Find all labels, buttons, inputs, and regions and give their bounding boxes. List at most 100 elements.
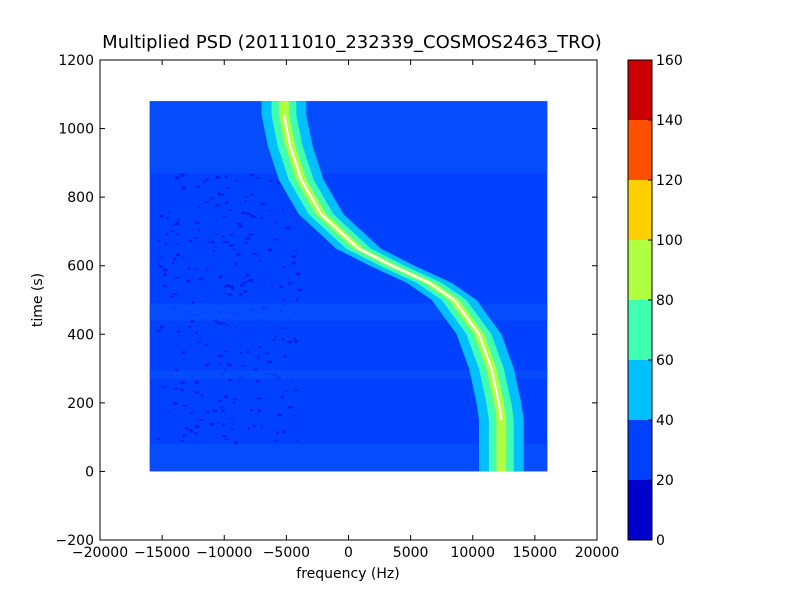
noise-speck bbox=[277, 181, 280, 185]
noise-speck bbox=[173, 387, 179, 390]
noise-speck bbox=[257, 355, 260, 359]
noise-speck bbox=[474, 214, 478, 216]
noise-speck bbox=[468, 261, 471, 264]
noise-speck bbox=[517, 181, 523, 183]
noise-speck bbox=[501, 187, 506, 190]
noise-speck bbox=[461, 287, 464, 290]
noise-speck bbox=[259, 259, 262, 262]
noise-speck bbox=[252, 253, 257, 255]
noise-speck bbox=[502, 295, 507, 298]
noise-speck bbox=[173, 293, 179, 295]
noise-speck bbox=[465, 271, 469, 274]
colorbar-segment bbox=[628, 300, 652, 360]
noise-speck bbox=[511, 291, 517, 294]
noise-speck bbox=[508, 228, 511, 231]
colorbar-tick-label: 140 bbox=[656, 113, 683, 129]
noise-speck bbox=[449, 184, 452, 187]
x-tick-label: 0 bbox=[344, 545, 353, 561]
noise-speck bbox=[524, 282, 528, 284]
noise-speck bbox=[496, 275, 500, 279]
noise-speck bbox=[475, 266, 479, 269]
noise-speck bbox=[274, 439, 279, 442]
quiet-patch bbox=[155, 173, 303, 445]
noise-speck bbox=[520, 247, 526, 251]
noise-speck bbox=[456, 186, 461, 189]
noise-speck bbox=[487, 281, 491, 283]
noise-speck bbox=[506, 233, 511, 237]
noise-speck bbox=[484, 221, 489, 224]
noise-speck bbox=[478, 226, 481, 228]
noise-speck bbox=[295, 439, 299, 441]
noise-speck bbox=[504, 207, 508, 209]
noise-speck bbox=[175, 276, 180, 279]
noise-speck bbox=[473, 255, 477, 259]
y-axis-label: time (s) bbox=[30, 273, 46, 327]
noise-speck bbox=[163, 268, 167, 272]
noise-speck bbox=[453, 266, 457, 268]
noise-speck bbox=[516, 252, 521, 255]
noise-speck bbox=[212, 250, 215, 252]
noise-speck bbox=[486, 260, 492, 262]
noise-speck bbox=[508, 235, 512, 238]
noise-speck bbox=[260, 425, 263, 429]
noise-speck bbox=[274, 221, 278, 224]
noise-speck bbox=[507, 241, 512, 244]
noise-speck bbox=[225, 201, 229, 204]
noise-speck bbox=[265, 352, 270, 355]
noise-speck bbox=[489, 222, 492, 225]
noise-speck bbox=[182, 434, 186, 437]
y-tick-label: 200 bbox=[67, 396, 94, 412]
noise-speck bbox=[489, 298, 495, 301]
noise-speck bbox=[501, 205, 504, 208]
noise-speck bbox=[229, 244, 234, 247]
noise-speck bbox=[258, 346, 262, 348]
noise-speck bbox=[281, 208, 285, 210]
noise-speck bbox=[175, 176, 180, 180]
colorbar-tick-label: 20 bbox=[656, 473, 674, 489]
noise-speck bbox=[459, 248, 464, 250]
noise-speck bbox=[288, 406, 293, 409]
noise-speck bbox=[187, 267, 191, 270]
noise-speck bbox=[296, 298, 299, 301]
noise-speck bbox=[285, 390, 288, 392]
noise-speck bbox=[236, 222, 242, 225]
noise-speck bbox=[512, 232, 517, 235]
noise-speck bbox=[525, 234, 529, 237]
noise-speck bbox=[197, 206, 201, 208]
noise-speck bbox=[501, 287, 505, 291]
noise-speck bbox=[481, 226, 485, 229]
noise-speck bbox=[242, 281, 247, 285]
noise-speck bbox=[283, 355, 287, 358]
noise-speck bbox=[461, 216, 466, 218]
y-tick-label: 800 bbox=[67, 190, 94, 206]
noise-speck bbox=[486, 267, 490, 269]
noise-speck bbox=[221, 424, 226, 426]
noise-speck bbox=[520, 295, 524, 297]
noise-speck bbox=[217, 191, 220, 195]
x-axis-label: frequency (Hz) bbox=[296, 566, 399, 582]
noise-speck bbox=[461, 183, 464, 185]
noise-speck bbox=[479, 291, 482, 293]
noise-speck bbox=[227, 293, 233, 296]
noise-speck bbox=[523, 221, 527, 225]
noise-speck bbox=[165, 269, 168, 272]
noise-speck bbox=[275, 431, 280, 434]
noise-speck bbox=[294, 250, 298, 252]
noise-speck bbox=[182, 351, 185, 354]
noise-speck bbox=[246, 273, 249, 277]
noise-speck bbox=[203, 180, 206, 184]
noise-speck bbox=[449, 223, 452, 225]
noise-speck bbox=[512, 197, 516, 201]
noise-speck bbox=[525, 191, 528, 194]
noise-speck bbox=[252, 424, 256, 428]
colorbar-segment bbox=[628, 60, 652, 120]
noise-speck bbox=[488, 191, 493, 193]
noise-speck bbox=[192, 301, 195, 304]
noise-speck bbox=[478, 263, 484, 266]
noise-speck bbox=[238, 224, 243, 228]
noise-speck bbox=[465, 178, 470, 180]
noise-speck bbox=[496, 286, 499, 288]
noise-speck bbox=[212, 246, 217, 248]
noise-speck bbox=[297, 288, 303, 291]
noise-speck bbox=[249, 175, 252, 177]
